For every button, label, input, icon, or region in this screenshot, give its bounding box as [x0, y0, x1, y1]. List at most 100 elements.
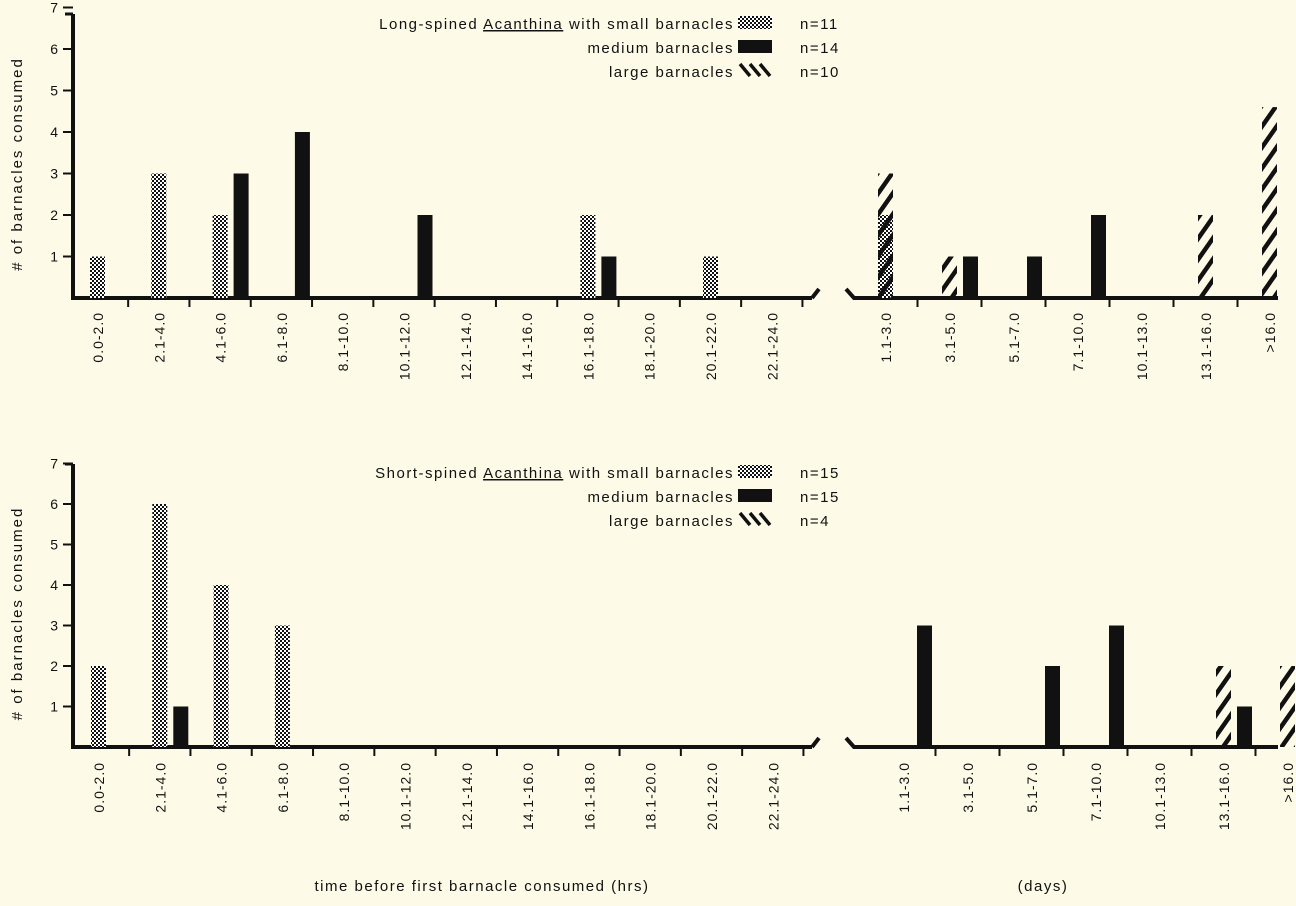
long-days-label-16-0: >16.0: [1262, 312, 1278, 352]
long-hours-bar-small-barnacles-2-1-4-0: [151, 173, 167, 298]
long-hours-bar-medium-barnacles-4-1-6-0: [233, 173, 249, 298]
short-y-axis-label: # of barnacles consumed: [9, 507, 26, 721]
long-hours-label-6-1-8-0: 6.1-8.0: [274, 312, 290, 363]
long-y-tick-label: 3: [50, 166, 59, 182]
long-hours-label-4-1-6-0: 4.1-6.0: [213, 312, 229, 363]
long-x-axis-days: [844, 287, 1278, 300]
short-legend-label-medium-barnacles: medium barnacles: [587, 489, 734, 506]
long-y-tick-label: 5: [50, 83, 59, 99]
short-days-label-1-1-3-0: 1.1-3.0: [896, 762, 912, 813]
long-y-tick-label: 4: [50, 124, 59, 140]
long-hours-bar-medium-barnacles-6-1-8-0: [294, 132, 310, 298]
short-legend-n-0: n=15: [800, 465, 840, 482]
short-hours-label-22-1-24-0: 22.1-24.0: [765, 762, 781, 830]
long-days-bar-medium-barnacles-7-1-10-0: [1091, 215, 1106, 298]
short-legend-swatch-solid: [738, 489, 772, 502]
long-hours-label-18-1-20-0: 18.1-20.0: [642, 312, 658, 380]
short-y-tick-label: 5: [50, 537, 59, 553]
long-legend-swatch-solid: [738, 40, 772, 53]
short-hours-bar-small-barnacles-2-1-4-0: [152, 504, 168, 747]
x-axis-label-days: (days): [1018, 878, 1069, 895]
long-hours-label-12-1-14-0: 12.1-14.0: [458, 312, 474, 380]
long-hours-label-0-0-2-0: 0.0-2.0: [90, 312, 106, 363]
short-days-bar-medium-barnacles-5-1-7-0: [1045, 666, 1060, 747]
long-days-label-13-1-16-0: 13.1-16.0: [1198, 312, 1214, 380]
long-spined-panel: 1 2 3 4 5 6 7 # of barnacles consumed 0.0-2.0 2.1…: [9, 0, 1278, 380]
short-hours-label-6-1-8-0: 6.1-8.0: [275, 762, 291, 813]
long-hours-bar-small-barnacles-20-1-22-0: [703, 256, 718, 298]
short-hours-bar-small-barnacles-4-1-6-0: [213, 585, 229, 747]
long-days-bar-large-barnacles-13-1-16-0: [1198, 215, 1213, 298]
long-hours-label-14-1-16-0: 14.1-16.0: [519, 312, 535, 380]
short-hours-label-4-1-6-0: 4.1-6.0: [214, 762, 230, 813]
long-days-bar-medium-barnacles-3-1-5-0: [963, 256, 978, 298]
short-days-label-16-0: >16.0: [1280, 762, 1296, 802]
long-y-tick-label: 7: [50, 0, 59, 16]
long-y-tick-label: 6: [50, 41, 59, 57]
short-hours-label-2-1-4-0: 2.1-4.0: [152, 762, 168, 813]
short-axis-break-right: [810, 736, 821, 749]
long-hours-label-22-1-24-0: 22.1-24.0: [764, 312, 780, 380]
short-hours-label-14-1-16-0: 14.1-16.0: [520, 762, 536, 830]
long-hours-label-10-1-12-0: 10.1-12.0: [397, 312, 413, 380]
short-legend-title: Short-spined Acanthina with small barnac…: [375, 465, 734, 482]
long-hours-bar-small-barnacles-16-1-18-0: [580, 215, 596, 298]
long-legend-swatch-crosshatch: [738, 16, 772, 29]
short-days-label-3-1-5-0: 3.1-5.0: [960, 762, 976, 813]
long-days-label-5-1-7-0: 5.1-7.0: [1006, 312, 1022, 363]
long-legend-swatch-diagonal: [738, 62, 772, 78]
short-hours-label-20-1-22-0: 20.1-22.0: [704, 762, 720, 830]
long-days-label-1-1-3-0: 1.1-3.0: [878, 312, 894, 363]
short-legend-swatch-diagonal: [738, 511, 772, 527]
long-axis-break-right: [810, 287, 821, 300]
short-days-label-13-1-16-0: 13.1-16.0: [1216, 762, 1232, 830]
short-y-tick-label: 6: [50, 496, 59, 512]
short-legend: Short-spined Acanthina with small barnac…: [375, 465, 840, 530]
long-hours-bar-medium-barnacles-10-1-12-0: [417, 215, 433, 298]
short-hours-bar-medium-barnacles-2-1-4-0: [173, 706, 189, 747]
short-days-bar-medium-barnacles-13-1-16-0: [1237, 706, 1252, 747]
long-legend-label-medium-barnacles: medium barnacles: [587, 40, 734, 57]
short-hours-label-18-1-20-0: 18.1-20.0: [643, 762, 659, 830]
long-days-bar-large-barnacles-3-1-5-0: [942, 256, 957, 298]
short-hours-bar-small-barnacles-0-0-2-0: [91, 666, 106, 747]
short-y-tick-label: 2: [50, 658, 59, 674]
long-hours-label-8-1-10-0: 8.1-10.0: [335, 312, 351, 371]
long-y-tick-label: 2: [50, 207, 59, 223]
short-days-label-7-1-10-0: 7.1-10.0: [1088, 762, 1104, 821]
short-x-axis-days: [844, 736, 1278, 749]
long-hours-label-2-1-4-0: 2.1-4.0: [151, 312, 167, 363]
short-days-bar-medium-barnacles-7-1-10-0: [1109, 625, 1124, 747]
short-y-tick-label: 7: [50, 456, 59, 472]
long-hours-bar-medium-barnacles-16-1-18-0: [601, 256, 617, 298]
long-legend-n-1: n=14: [800, 40, 840, 57]
long-days-label-3-1-5-0: 3.1-5.0: [942, 312, 958, 363]
short-legend-swatch-crosshatch: [738, 465, 772, 478]
long-legend-n-0: n=11: [800, 16, 839, 33]
short-hours-label-16-1-18-0: 16.1-18.0: [581, 762, 597, 830]
short-hours-label-0-0-2-0: 0.0-2.0: [91, 762, 107, 813]
long-legend-label-large-barnacles: large barnacles: [609, 64, 734, 81]
long-hours-label-20-1-22-0: 20.1-22.0: [703, 312, 719, 380]
short-y-tick-label: 3: [50, 618, 59, 634]
long-days-bar-medium-barnacles-5-1-7-0: [1027, 256, 1042, 298]
short-hours-bar-small-barnacles-6-1-8-0: [274, 625, 290, 747]
short-spined-panel: 1 2 3 4 5 6 7 # of barnacles consumed 0.0-2.0 2.1…: [9, 456, 1296, 831]
short-y-tick-label: 4: [50, 577, 59, 593]
short-days-label-10-1-13-0: 10.1-13.0: [1152, 762, 1168, 830]
short-days-label-5-1-7-0: 5.1-7.0: [1024, 762, 1040, 813]
short-days-bar-large-barnacles-13-1-16-0: [1216, 666, 1231, 747]
short-hours-label-12-1-14-0: 12.1-14.0: [459, 762, 475, 830]
long-hours-bar-small-barnacles-4-1-6-0: [212, 215, 228, 298]
short-hours-label-8-1-10-0: 8.1-10.0: [336, 762, 352, 821]
short-y-tick-label: 1: [50, 699, 59, 715]
long-days-bar-large-barnacles-1-1-3-0: [878, 173, 893, 298]
long-legend-n-2: n=10: [800, 64, 840, 81]
short-legend-n-1: n=15: [800, 489, 840, 506]
short-legend-label-large-barnacles: large barnacles: [609, 513, 734, 530]
long-y-axis-label: # of barnacles consumed: [9, 57, 26, 271]
long-y-tick-label: 1: [50, 249, 59, 265]
x-axis-label-hours: time before first barnacle consumed (hrs…: [315, 878, 650, 895]
short-days-bar-medium-barnacles-1-1-3-0: [917, 625, 932, 747]
